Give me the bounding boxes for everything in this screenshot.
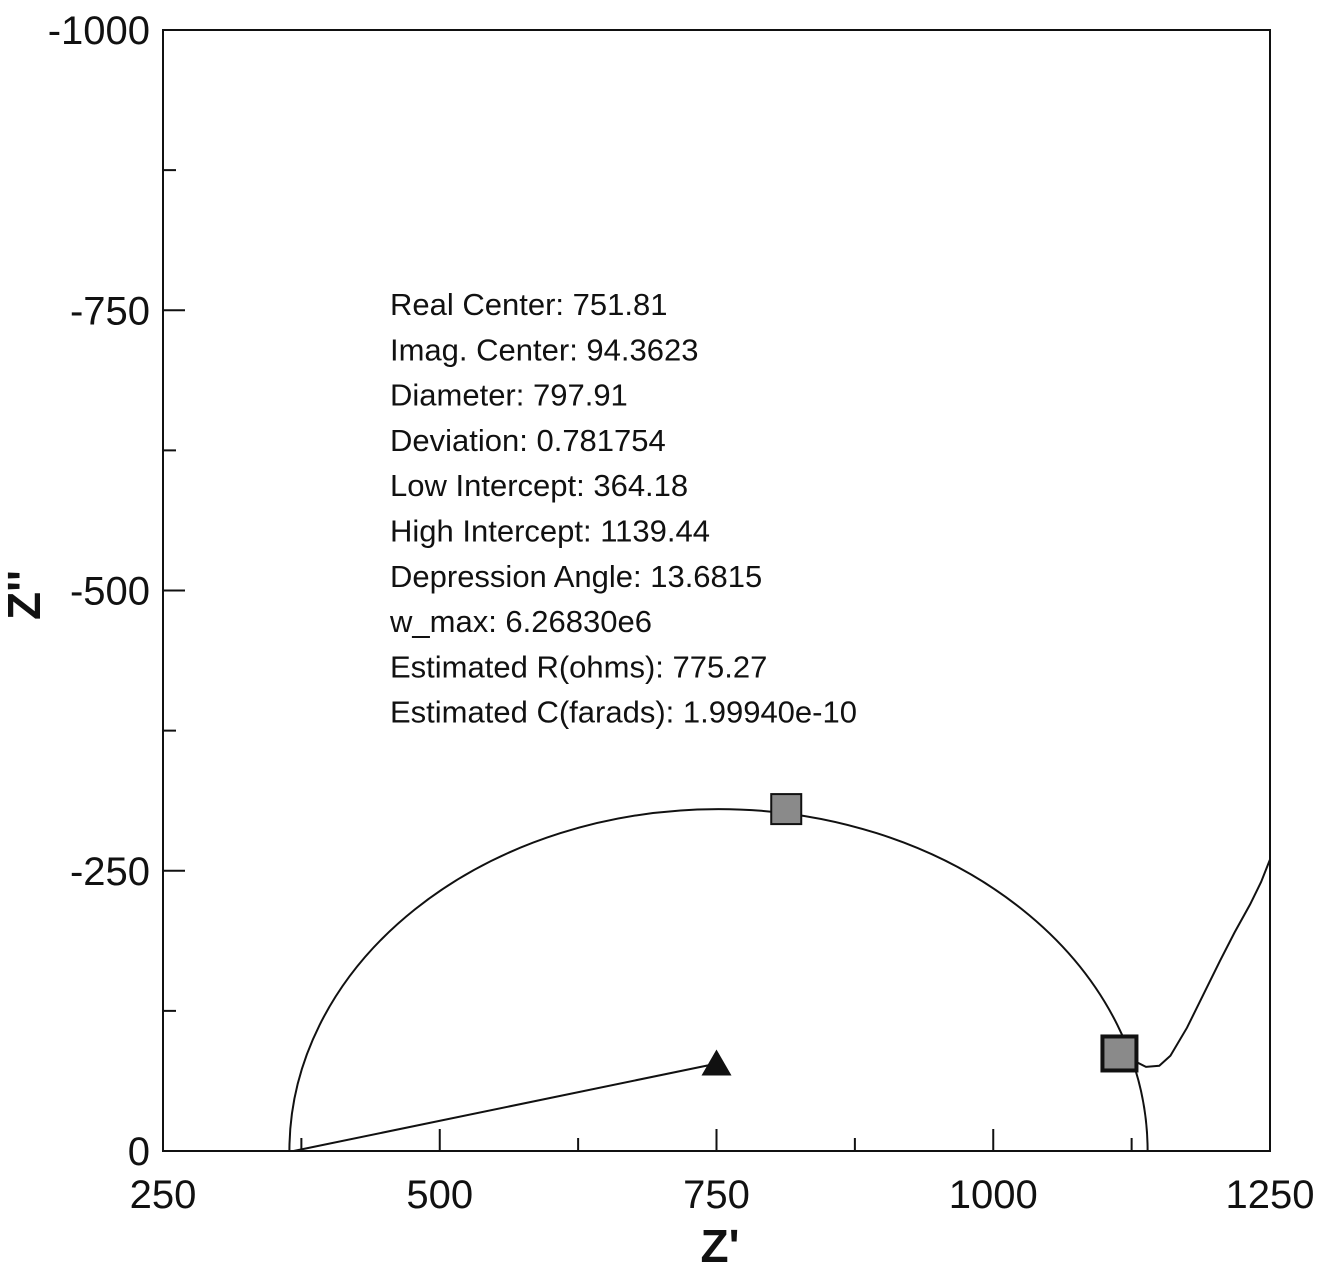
annotation-line: Estimated R(ohms): 775.27 xyxy=(390,649,767,684)
y-axis-title: Z'' xyxy=(0,570,50,620)
x-axis-ticks xyxy=(300,1129,1133,1151)
annotation-line: Imag. Center: 94.3623 xyxy=(390,332,698,367)
annotation-line: Low Intercept: 364.18 xyxy=(390,468,688,503)
intercept-marker xyxy=(1100,1034,1139,1073)
low-intercept-line xyxy=(293,1062,717,1152)
x-tick-label: 1250 xyxy=(1226,1173,1315,1217)
y-axis-ticks xyxy=(163,169,185,1012)
y-axis-tick-labels: 0 -250 -500 -750 -1000 xyxy=(48,9,150,1174)
annotation-line: w_max: 6.26830e6 xyxy=(389,604,652,639)
triangle-marker xyxy=(701,1049,732,1076)
fitted-arc xyxy=(288,808,1149,1152)
annotation-line: Deviation: 0.781754 xyxy=(390,423,666,458)
y-tick-label: 0 xyxy=(128,1130,150,1174)
x-axis-tick-labels: 250 500 750 1000 1250 xyxy=(130,1173,1315,1217)
fit-parameters-annotation: Real Center: 751.81 Imag. Center: 94.3623… xyxy=(389,287,857,730)
annotation-line: Diameter: 797.91 xyxy=(390,378,628,413)
annotation-line: Real Center: 751.81 xyxy=(390,287,667,322)
y-tick-label: -750 xyxy=(70,289,150,333)
y-tick-label: -1000 xyxy=(48,9,150,53)
x-tick-label: 1000 xyxy=(949,1173,1038,1217)
series-layer xyxy=(288,808,1271,1152)
impedance-tail-line xyxy=(1123,859,1271,1068)
peak-marker xyxy=(770,793,803,826)
annotation-line: Estimated C(farads): 1.99940e-10 xyxy=(390,695,857,730)
x-tick-label: 750 xyxy=(683,1173,750,1217)
annotation-line: High Intercept: 1139.44 xyxy=(390,514,710,549)
x-tick-label: 250 xyxy=(130,1173,197,1217)
x-axis-title: Z' xyxy=(700,1220,739,1266)
y-tick-label: -500 xyxy=(70,570,150,614)
y-tick-label: -250 xyxy=(70,850,150,894)
annotation-line: Depression Angle: 13.6815 xyxy=(390,559,762,594)
marker-layer xyxy=(701,793,1139,1076)
x-tick-label: 500 xyxy=(406,1173,473,1217)
